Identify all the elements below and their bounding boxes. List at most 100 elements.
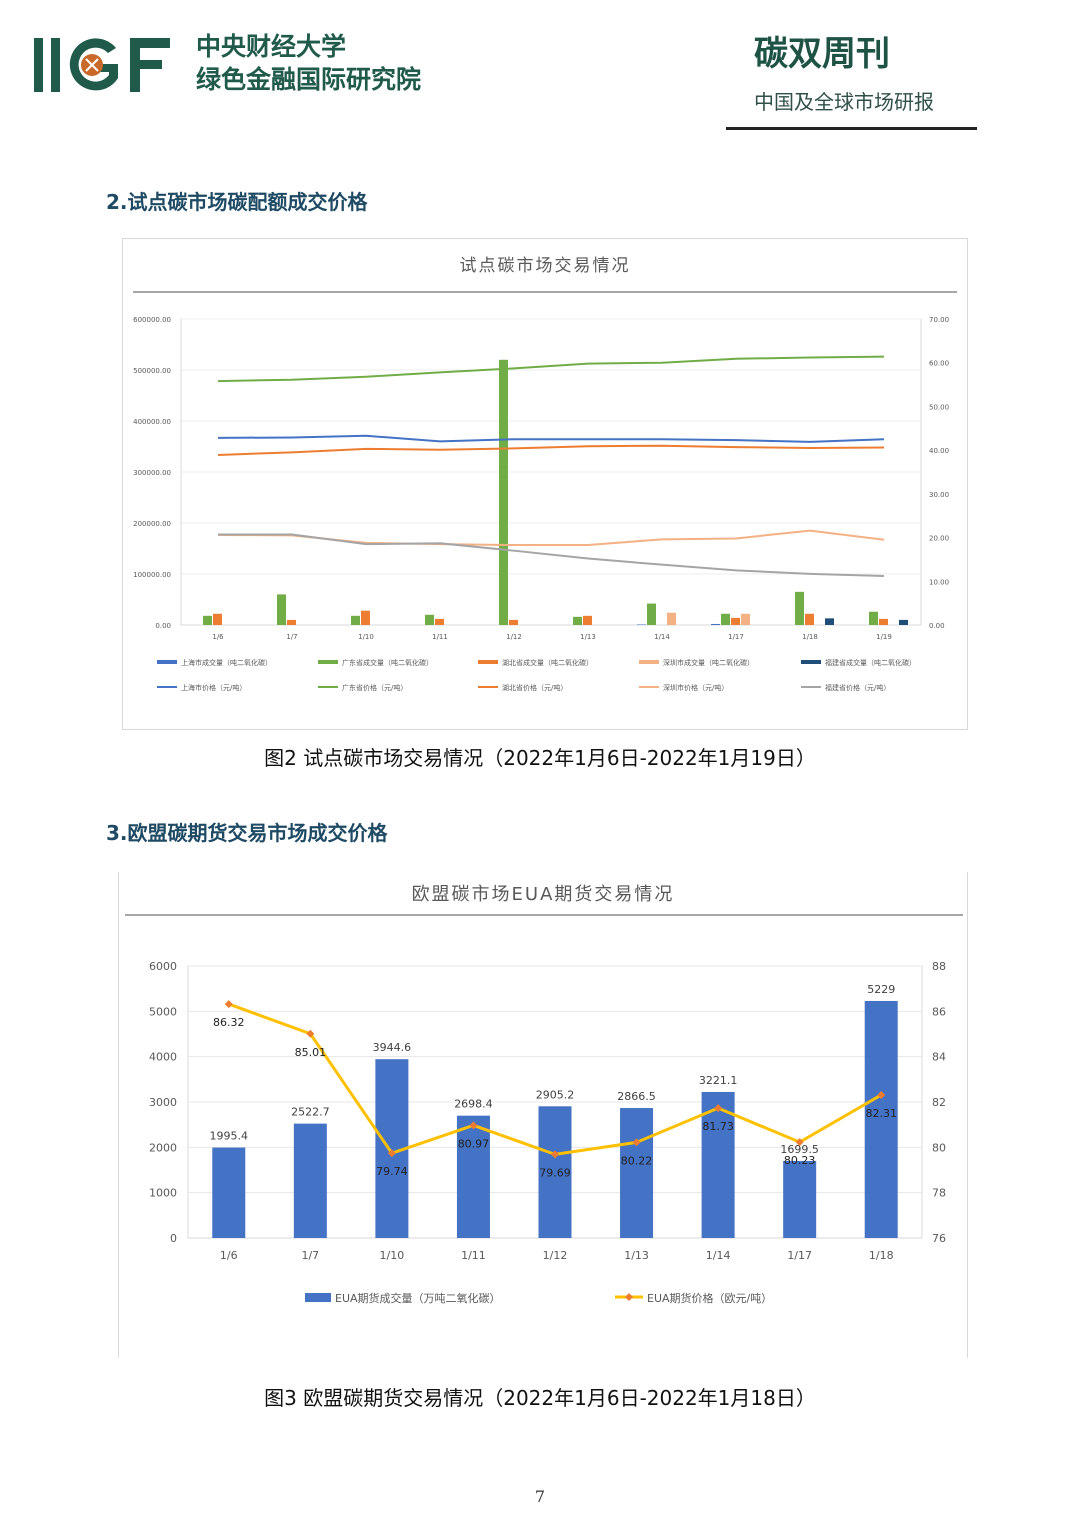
iigf-logo	[34, 34, 176, 94]
price-data-label: 79.74	[376, 1165, 408, 1178]
y-left-tick-label: 600000.00	[133, 316, 171, 324]
legend-label: 上海市价格（元/吨）	[181, 683, 246, 692]
y-left-tick-label: 0	[170, 1232, 177, 1245]
price-data-label: 80.22	[621, 1154, 653, 1167]
y-right-tick-label: 84	[932, 1051, 946, 1064]
institution-name: 中央财经大学 绿色金融国际研究院	[196, 30, 421, 96]
price-line-1	[217, 434, 885, 443]
price-marker	[795, 1138, 804, 1147]
x-tick-label: 1/6	[212, 633, 224, 641]
publication-subtitle: 中国及全球市场研报	[754, 90, 934, 114]
bar-3	[213, 613, 222, 625]
bar-3	[509, 619, 518, 625]
bar-1	[711, 623, 720, 625]
x-tick-label: 1/11	[461, 1249, 486, 1262]
bar-4	[741, 613, 750, 625]
price-data-label: 86.32	[213, 1016, 245, 1029]
y-left-tick-label: 100000.00	[133, 571, 171, 579]
y-right-tick-label: 82	[932, 1096, 946, 1109]
chart-title: 欧盟碳市场EUA期货交易情况	[412, 884, 675, 905]
bar-3	[731, 617, 740, 625]
y-right-tick-label: 50.00	[929, 403, 949, 411]
legend-swatch	[318, 660, 338, 664]
legend-label: 上海市成交量（吨二氧化碳）	[181, 658, 272, 667]
x-tick-label: 1/10	[380, 1249, 405, 1262]
legend-swatch-volume	[305, 1293, 331, 1302]
y-right-tick-label: 78	[932, 1187, 946, 1200]
x-tick-label: 1/19	[876, 633, 892, 641]
bar-2	[499, 359, 508, 625]
figure2-caption: 图2 试点碳市场交易情况（2022年1月6日-2022年1月19日）	[264, 746, 816, 770]
bar-2	[795, 591, 804, 625]
x-tick-label: 1/18	[802, 633, 818, 641]
y-right-tick-label: 10.00	[929, 578, 949, 586]
price-line-5	[218, 533, 885, 578]
bar-2	[573, 616, 582, 625]
y-left-tick-label: 500000.00	[133, 367, 171, 375]
bar-3	[879, 618, 888, 625]
bar-2	[203, 615, 212, 625]
y-right-tick-label: 60.00	[929, 360, 949, 368]
y-right-tick-label: 76	[932, 1232, 946, 1245]
price-data-label: 81.73	[702, 1120, 734, 1133]
y-right-tick-label: 0.00	[929, 622, 945, 630]
eua-futures-chart: 欧盟碳市场EUA期货交易情况 0 1000 2000 3000 4000 5000 6000 7…	[118, 872, 968, 1358]
bar-2	[425, 614, 434, 625]
price-line-2	[217, 355, 885, 383]
bar-2	[721, 613, 730, 625]
legend-label: 深圳市价格（元/吨）	[663, 683, 728, 692]
bar-2	[647, 603, 656, 625]
volume-bar	[538, 1106, 572, 1238]
volume-bar	[293, 1123, 327, 1238]
volume-data-label: 3944.6	[373, 1041, 412, 1054]
price-data-label: 82.31	[865, 1107, 897, 1120]
x-tick-label: 1/6	[220, 1249, 238, 1262]
legend-label: 深圳市成交量（吨二氧化碳）	[663, 658, 754, 667]
volume-data-label: 1699.5	[780, 1143, 819, 1156]
bar-2	[869, 611, 878, 625]
y-right-tick-label: 88	[932, 960, 946, 973]
price-data-label: 80.23	[784, 1154, 816, 1167]
x-tick-label: 1/14	[654, 633, 670, 641]
legend-swatch	[801, 660, 821, 664]
bar-4	[667, 612, 676, 625]
volume-bar	[701, 1091, 735, 1238]
volume-bar	[620, 1108, 654, 1238]
y-left-tick-label: 3000	[149, 1096, 177, 1109]
bar-3	[805, 613, 814, 625]
bar-5	[899, 619, 908, 625]
legend-swatch	[639, 660, 659, 664]
pilot-market-chart-svg: 试点碳市场交易情况 0.00 100000.00 200000.00 300000.00…	[133, 256, 957, 692]
volume-bar	[864, 1000, 898, 1238]
legend-label: 广东省成交量（吨二氧化碳）	[342, 658, 433, 667]
price-marker	[551, 1150, 559, 1159]
y-right-tick-label: 86	[932, 1005, 946, 1018]
bar-1	[637, 624, 646, 625]
volume-data-label: 3221.1	[699, 1074, 738, 1087]
x-tick-label: 1/10	[358, 633, 374, 641]
price-marker	[306, 1029, 315, 1038]
price-line-3	[217, 444, 885, 456]
y-left-tick-label: 2000	[149, 1141, 177, 1154]
x-tick-label: 1/7	[286, 633, 297, 641]
bar-5	[825, 618, 834, 625]
volume-bar	[212, 1147, 246, 1238]
x-tick-label: 1/13	[624, 1249, 649, 1262]
legend-swatch	[478, 660, 498, 664]
volume-data-label: 2522.7	[291, 1106, 330, 1119]
volume-bar	[783, 1160, 817, 1238]
volume-data-label: 2905.2	[536, 1088, 575, 1101]
bar-3	[361, 610, 370, 625]
y-left-tick-label: 1000	[149, 1187, 177, 1200]
bar-3	[435, 618, 444, 625]
x-tick-label: 1/17	[728, 633, 744, 641]
x-tick-label: 1/12	[543, 1249, 568, 1262]
publication-title: 碳双周刊	[754, 34, 890, 74]
legend-label: 福建省成交量（吨二氧化碳）	[825, 658, 916, 667]
x-tick-label: 1/14	[706, 1249, 731, 1262]
legend-label: 广东省价格（元/吨）	[342, 683, 407, 692]
volume-data-label: 2866.5	[617, 1090, 656, 1103]
legend-swatch	[157, 660, 177, 664]
volume-bar	[456, 1115, 490, 1238]
y-left-tick-label: 6000	[149, 960, 177, 973]
